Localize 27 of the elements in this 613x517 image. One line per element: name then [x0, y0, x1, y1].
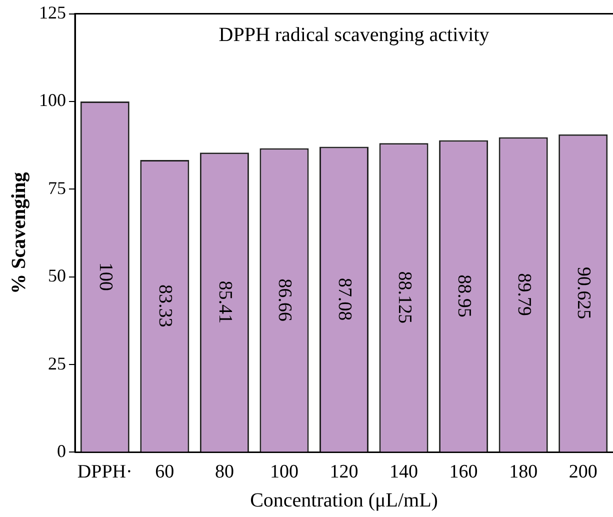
y-axis-title: % Scavenging	[8, 172, 30, 294]
data-label: 83.33	[154, 284, 176, 328]
data-label: 89.79	[513, 273, 534, 316]
data-label: 87.08	[334, 278, 356, 321]
x-tick-label: 120	[330, 462, 358, 483]
x-tick-label: 60	[155, 462, 174, 483]
x-tick-label: 200	[568, 462, 598, 483]
x-axis-title: Concentration (μL/mL)	[250, 489, 438, 512]
data-label: 90.625	[573, 266, 594, 320]
x-tick-label: DPPH·	[77, 462, 132, 483]
y-tick-label: 100	[39, 90, 66, 110]
data-label: 100	[94, 262, 116, 291]
data-label: 85.41	[214, 280, 236, 324]
y-tick-label: 125	[39, 2, 66, 23]
y-tick-label: 50	[48, 266, 66, 286]
data-label: 88.95	[454, 274, 475, 318]
y-tick-label: 0	[57, 440, 66, 461]
x-tick-label: 160	[449, 462, 478, 483]
text: DPPH radical scavenging activity	[218, 24, 490, 46]
x-tick-label: 100	[270, 462, 298, 483]
y-tick-label: 75	[48, 178, 66, 198]
x-tick-label: 80	[214, 462, 234, 483]
x-tick-label: 180	[509, 462, 538, 483]
y-tick-label: 25	[48, 353, 66, 374]
x-tick-label: 140	[390, 462, 418, 483]
data-label: 88.125	[394, 271, 415, 324]
data-label: 86.66	[274, 278, 296, 322]
